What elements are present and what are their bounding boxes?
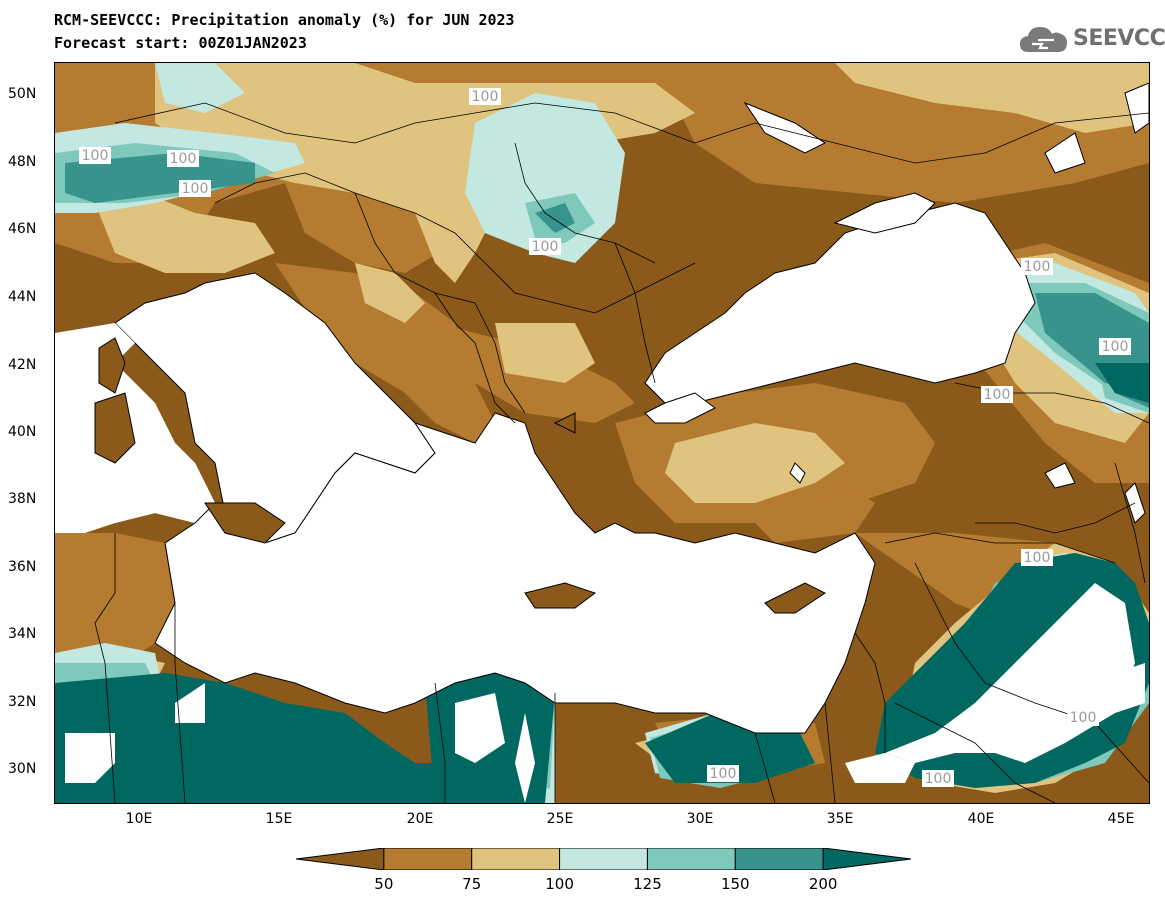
colorbar-label: 75 [462,875,482,893]
contour-label-box [1021,549,1053,566]
latitude-label: 50N [8,86,37,102]
contour-label: 100 [925,771,952,787]
contour-label: 100 [1024,259,1051,275]
logo-text: SEEVCCC [1073,26,1165,51]
longitude-label: 25E [546,811,574,827]
contour-label-box [79,147,111,164]
contour-label: 100 [182,181,209,197]
latitude-label: 42N [8,357,37,373]
contour-label: 100 [532,239,559,255]
longitude-label: 30E [686,811,714,827]
colorbar-segment [646,847,736,871]
contour-label-box [981,386,1013,403]
longitude-label: 20E [406,811,434,827]
latitude-label: 30N [8,761,37,777]
contour-label-box [707,765,739,782]
contour-label-box [922,770,954,787]
longitude-label: 40E [967,811,995,827]
colorbar-label: 150 [720,875,750,893]
latitude-label: 32N [8,694,37,710]
colorbar-segment [734,847,824,871]
latitude-label: 38N [8,491,37,507]
contour-label: 100 [1102,339,1129,355]
colorbar-label: 100 [545,875,574,893]
contour-label: 100 [472,89,499,105]
colorbar-high-arrow [822,847,912,871]
colorbar-low-arrow [295,847,385,871]
anomaly-map: 100 100 100 100 100 100 100 100 100 100 100 100 [54,62,1150,804]
colorbar-segment [471,847,561,871]
contour-label-box [179,180,211,197]
contour-label: 100 [1070,710,1097,726]
contour-label-box [1021,258,1053,275]
forecast-start-subtitle: Forecast start: 00Z01JAN2023 [54,34,307,52]
contour-label-box [529,238,561,255]
contour-label-box [1067,709,1099,726]
longitude-label: 35E [826,811,854,827]
seevccc-logo: SEEVCCC [1018,22,1165,56]
latitude-label: 48N [8,154,37,170]
longitude-label: 10E [125,811,153,827]
colorbar-label: 125 [633,875,662,893]
colorbar-segment [383,847,473,871]
map-title: RCM-SEEVCCC: Precipitation anomaly (%) f… [54,11,515,29]
colorbar [295,847,912,871]
latitude-label: 44N [8,289,37,305]
latitude-label: 46N [8,221,37,237]
longitude-label: 45E [1107,811,1135,827]
contour-label-box [1099,338,1131,355]
contour-label: 100 [82,148,109,164]
colorbar-label: 200 [808,875,838,893]
colorbar-segment [559,847,648,871]
latitude-label: 34N [8,626,37,642]
contour-label-box [167,150,199,167]
contour-label: 100 [170,151,197,167]
colorbar-label: 50 [374,875,394,893]
longitude-label: 15E [265,811,293,827]
contour-label-box [469,88,501,105]
contour-label: 100 [984,387,1011,403]
latitude-label: 36N [8,559,37,575]
latitude-label: 40N [8,424,37,440]
contour-label: 100 [710,766,737,782]
contour-label: 100 [1024,550,1051,566]
cloud-icon [1020,27,1067,52]
